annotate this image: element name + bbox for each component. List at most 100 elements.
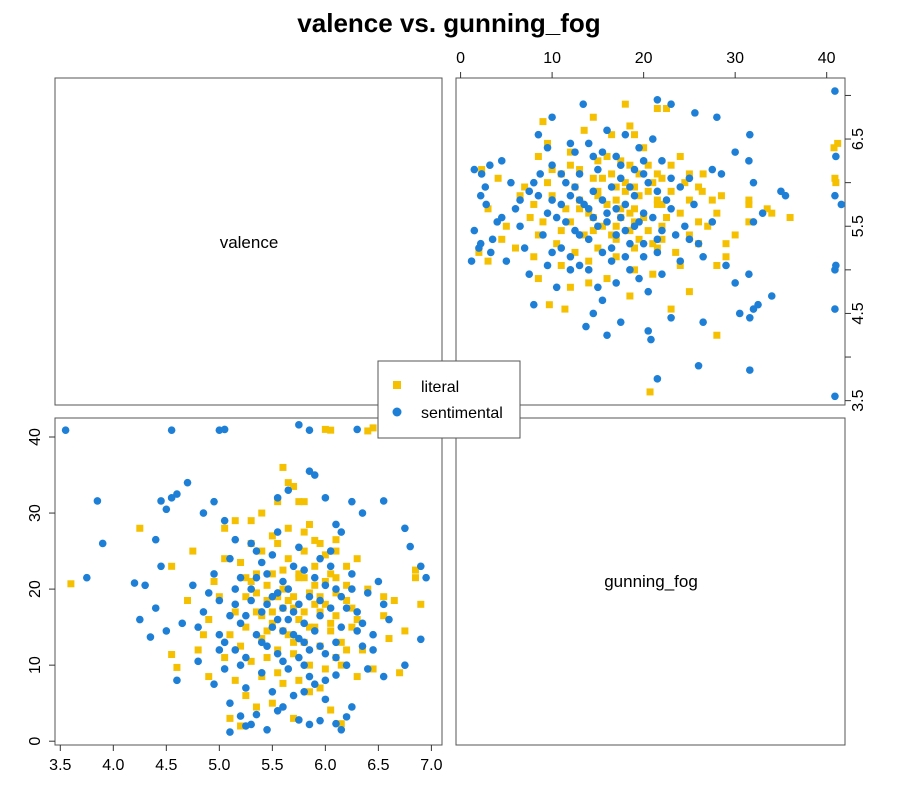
point-literal — [566, 161, 574, 169]
point-sentimental — [93, 497, 102, 505]
legend-label-sentimental: sentimental — [421, 405, 503, 422]
point-sentimental — [279, 627, 287, 635]
point-literal — [745, 200, 753, 208]
point-literal — [247, 657, 255, 665]
point-sentimental — [598, 196, 607, 204]
point-sentimental — [639, 252, 648, 261]
point-literal — [561, 305, 569, 313]
point-literal — [263, 581, 271, 589]
point-sentimental — [295, 543, 303, 552]
point-sentimental — [575, 231, 584, 239]
point-literal — [337, 638, 345, 646]
point-literal — [516, 192, 524, 200]
point-sentimental — [566, 139, 575, 148]
right-tick-label: 4.5 — [850, 302, 867, 324]
x-tick-label: 4.5 — [155, 757, 177, 774]
point-literal — [327, 627, 335, 635]
right-tick-label: 5.5 — [850, 215, 867, 237]
point-sentimental — [530, 300, 538, 309]
point-literal — [279, 585, 287, 593]
point-sentimental — [252, 710, 261, 719]
panel-bottom-right — [455, 417, 846, 746]
panel-top-right — [455, 77, 846, 406]
point-sentimental — [151, 535, 160, 544]
point-sentimental — [231, 585, 240, 593]
point-sentimental — [530, 178, 538, 187]
point-literal — [608, 170, 616, 178]
point-literal — [295, 574, 303, 582]
point-literal — [745, 196, 753, 204]
point-sentimental — [263, 570, 271, 578]
point-literal — [305, 661, 313, 669]
point-literal — [364, 585, 372, 593]
panel-bottom-left — [54, 417, 443, 746]
point-sentimental — [342, 661, 351, 669]
point-sentimental — [83, 573, 91, 582]
point-sentimental — [173, 490, 181, 498]
point-sentimental — [305, 467, 314, 476]
point-literal — [768, 209, 776, 217]
point-sentimental — [477, 170, 486, 178]
point-sentimental — [98, 539, 107, 548]
point-literal — [644, 161, 652, 169]
y-tick-label: 20 — [27, 580, 44, 598]
point-literal — [585, 257, 593, 265]
point-sentimental — [321, 649, 330, 658]
point-literal — [832, 179, 840, 187]
point-literal — [548, 192, 556, 200]
point-sentimental — [699, 318, 707, 326]
point-literal — [231, 608, 239, 616]
point-literal — [311, 600, 319, 608]
point-sentimental — [236, 619, 245, 628]
point-sentimental — [326, 562, 335, 571]
point-sentimental — [263, 725, 271, 734]
point-literal — [390, 597, 398, 605]
point-sentimental — [178, 619, 187, 628]
point-sentimental — [353, 627, 361, 635]
point-literal — [722, 253, 730, 261]
point-sentimental — [603, 331, 611, 340]
point-literal — [295, 676, 303, 684]
point-sentimental — [289, 630, 298, 639]
point-literal — [284, 479, 292, 487]
point-sentimental — [337, 592, 346, 601]
point-literal — [343, 646, 351, 654]
point-sentimental — [369, 646, 377, 654]
point-literal — [598, 222, 606, 230]
point-literal — [834, 139, 842, 147]
point-sentimental — [745, 157, 753, 165]
point-literal — [290, 650, 298, 658]
point-sentimental — [146, 633, 155, 641]
point-sentimental — [691, 109, 699, 117]
panel-top-left — [54, 77, 443, 406]
point-sentimental — [167, 494, 176, 502]
point-sentimental — [401, 661, 409, 669]
point-sentimental — [476, 191, 485, 200]
point-sentimental — [516, 196, 524, 204]
point-sentimental — [676, 183, 685, 191]
point-sentimental — [226, 728, 234, 736]
point-sentimental — [268, 551, 277, 559]
point-literal — [521, 183, 529, 191]
point-literal — [411, 566, 419, 574]
point-sentimental — [236, 712, 245, 720]
point-literal — [305, 623, 313, 631]
point-literal — [385, 635, 393, 643]
point-sentimental — [552, 213, 561, 222]
point-literal — [511, 244, 519, 252]
point-sentimental — [667, 205, 675, 213]
point-literal — [215, 593, 223, 601]
point-sentimental — [488, 235, 497, 244]
point-literal — [274, 498, 282, 506]
point-literal — [630, 266, 638, 274]
point-sentimental — [708, 218, 717, 226]
point-sentimental — [562, 178, 570, 187]
point-literal — [681, 179, 689, 187]
point-literal — [67, 580, 75, 588]
point-sentimental — [295, 421, 303, 429]
point-sentimental — [525, 270, 534, 279]
axes-layer: 3.5 4.0 4.5 5.0 5.5 6.0 6.5 7.0 0 10 20 30 40 0 10 20 30… — [27, 50, 867, 774]
point-sentimental — [502, 257, 511, 265]
point-sentimental — [337, 623, 346, 631]
point-sentimental — [516, 222, 524, 231]
